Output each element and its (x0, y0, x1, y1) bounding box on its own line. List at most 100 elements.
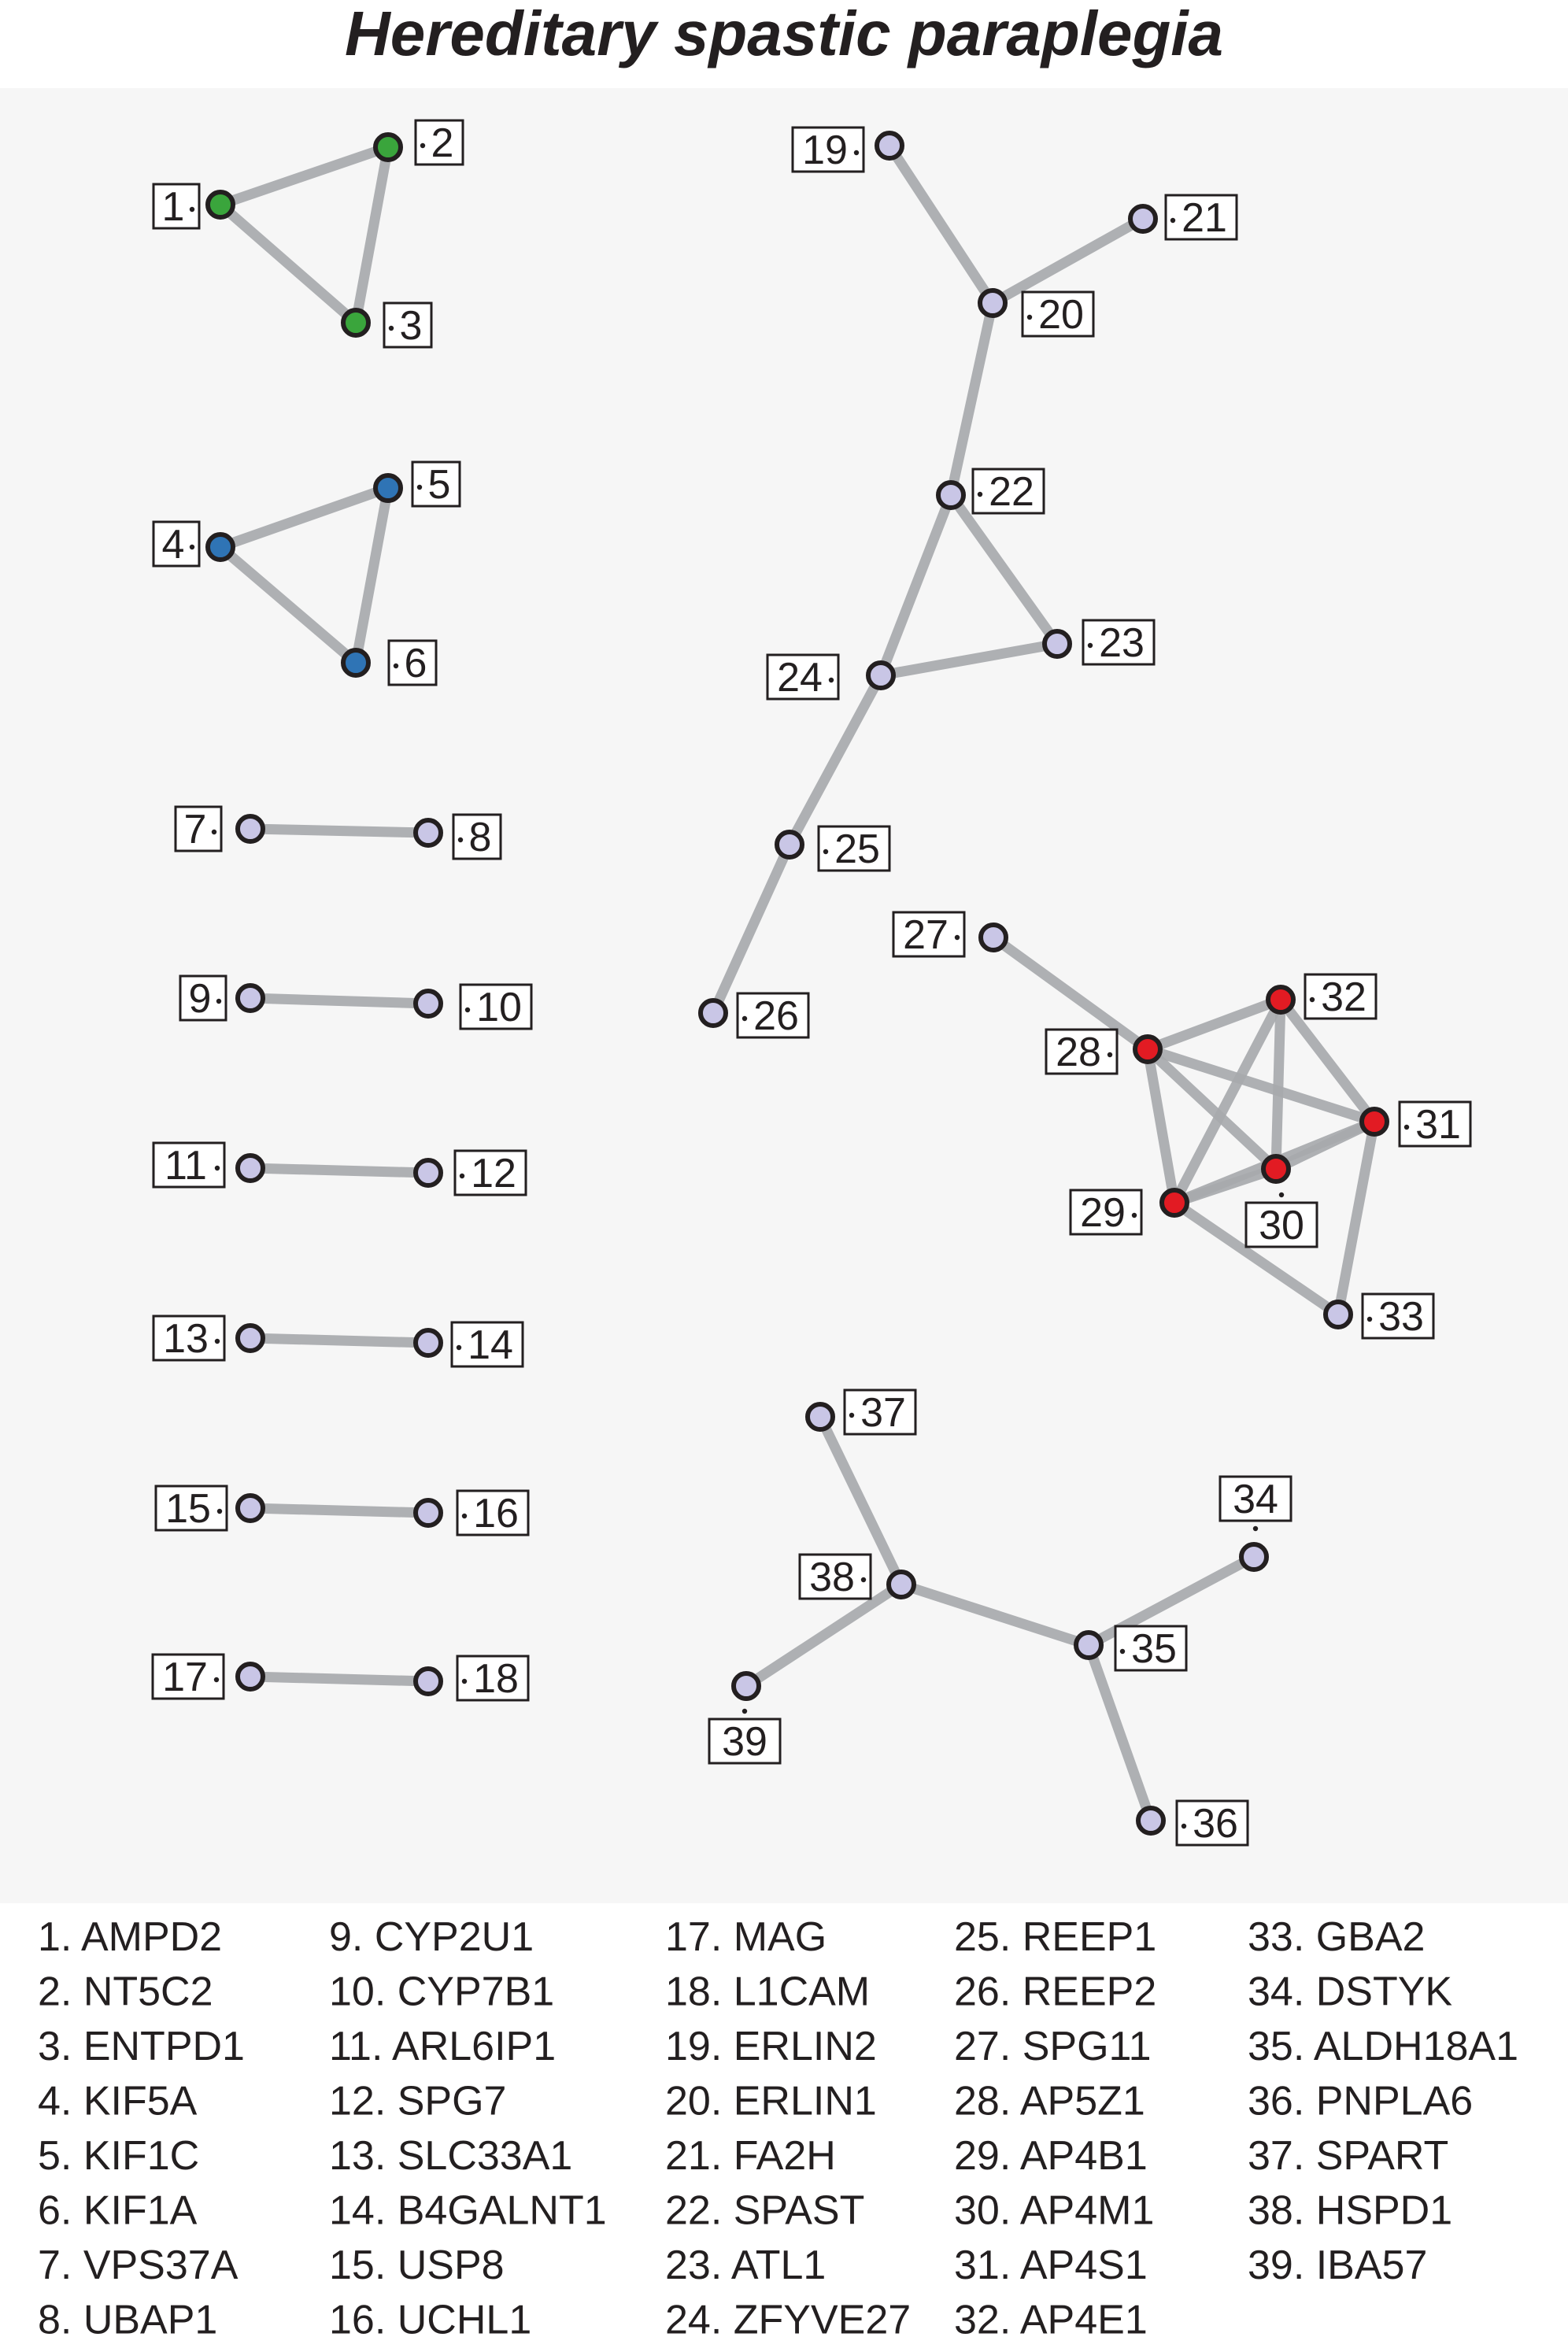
legend-item: 14. B4GALNT1 (329, 2188, 607, 2234)
edge-31-32 (1275, 994, 1380, 1127)
diagram-title: Hereditary spastic paraplegia (345, 0, 1223, 68)
node-label-31: 31 (1398, 1100, 1472, 1148)
label-number: 29 (1080, 1190, 1126, 1236)
label-box (411, 460, 461, 508)
node-label-12: 12 (453, 1149, 527, 1196)
legend-item: 8. UBAP1 (38, 2298, 217, 2343)
legend-item: 26. REEP2 (954, 1969, 1156, 2015)
edge-1-2 (215, 142, 394, 210)
legend-item: 19. ERLIN2 (665, 2024, 877, 2069)
node-32 (1266, 985, 1296, 1015)
node-6 (341, 648, 371, 678)
edge-30-31 (1270, 1116, 1380, 1174)
label-box (450, 1321, 524, 1368)
label-number: 25 (834, 826, 880, 872)
label-number: 8 (469, 815, 492, 860)
edge-29-32 (1169, 994, 1286, 1208)
edge-38-39 (741, 1579, 907, 1692)
edge-24-25 (784, 670, 886, 850)
label-dot (456, 1344, 462, 1351)
node-label-5: 5 (411, 460, 461, 508)
label-dot (849, 1412, 855, 1418)
label-box (1361, 1292, 1435, 1340)
label-number: 21 (1182, 195, 1227, 241)
legend-item: 25. REEP1 (954, 1914, 1156, 1960)
legend-item: 1. AMPD2 (38, 1914, 222, 1960)
label-number: 34 (1233, 1477, 1278, 1522)
label-dot (1119, 1648, 1126, 1655)
label-box (892, 911, 966, 958)
node-label-10: 10 (459, 983, 533, 1030)
node-29 (1159, 1188, 1189, 1218)
label-number: 37 (860, 1390, 906, 1436)
label-box (1175, 1799, 1249, 1847)
node-18 (413, 1666, 443, 1696)
node-label-14: 14 (450, 1321, 524, 1368)
node-label-17: 17 (151, 1653, 225, 1700)
label-number: 24 (777, 655, 823, 701)
label-dot (216, 998, 222, 1004)
label-number: 9 (189, 976, 212, 1022)
edge-28-30 (1142, 1044, 1281, 1174)
label-box (152, 1141, 226, 1189)
label-box (152, 520, 201, 568)
label-dot (1252, 1525, 1259, 1532)
label-box (1021, 290, 1095, 338)
legend-item: 16. UCHL1 (329, 2298, 531, 2343)
label-dot (464, 1007, 471, 1013)
legend-item: 36. PNPLA6 (1248, 2079, 1473, 2124)
node-24 (866, 660, 896, 690)
label-dot (860, 1577, 867, 1583)
edge-13-14 (245, 1333, 434, 1348)
node-label-33: 33 (1361, 1292, 1435, 1340)
legend-item: 37. SPART (1248, 2133, 1448, 2179)
legend-item: 30. AP4M1 (954, 2188, 1154, 2234)
node-label-11: 11 (152, 1141, 226, 1189)
label-box (174, 805, 223, 852)
node-label-32: 32 (1304, 973, 1378, 1020)
label-number: 13 (163, 1316, 209, 1362)
label-box (1219, 1475, 1292, 1522)
label-number: 16 (473, 1491, 519, 1536)
label-box (1398, 1100, 1472, 1148)
node-label-39: 39 (708, 1708, 782, 1765)
node-1 (205, 190, 235, 220)
node-27 (978, 923, 1008, 952)
node-label-9: 9 (179, 974, 227, 1022)
label-dot (1170, 217, 1176, 224)
node-label-8: 8 (452, 813, 502, 860)
node-label-20: 20 (1021, 290, 1095, 338)
legend-item: 35. ALDH18A1 (1248, 2024, 1518, 2069)
node-label-36: 36 (1175, 1799, 1249, 1847)
node-35 (1074, 1630, 1104, 1660)
node-label-22: 22 (971, 468, 1045, 515)
legend-item: 32. AP4E1 (954, 2298, 1148, 2343)
legend-item: 7. VPS37A (38, 2243, 239, 2288)
label-dot (853, 150, 860, 156)
label-number: 11 (165, 1143, 207, 1189)
edge-11-12 (245, 1163, 434, 1178)
label-box (798, 1553, 872, 1600)
legend-item: 31. AP4S1 (954, 2243, 1148, 2288)
node-20 (978, 288, 1008, 318)
node-label-30: 30 (1244, 1192, 1318, 1248)
edge-17-18 (245, 1671, 434, 1687)
node-30 (1261, 1154, 1291, 1184)
node-11 (235, 1153, 265, 1183)
node-10 (413, 989, 443, 1019)
node-label-16: 16 (456, 1489, 530, 1536)
node-17 (235, 1662, 265, 1692)
label-number: 35 (1131, 1626, 1177, 1672)
label-box (453, 1149, 527, 1196)
edge-20-21 (987, 213, 1148, 309)
label-dot (189, 544, 195, 550)
label-number: 31 (1415, 1102, 1461, 1148)
node-label-25: 25 (817, 825, 891, 872)
label-dot (211, 829, 217, 835)
label-dot (1026, 314, 1033, 320)
node-25 (775, 830, 804, 860)
label-number: 15 (165, 1486, 211, 1532)
legend-item: 24. ZFYVE27 (665, 2298, 911, 2343)
node-label-18: 18 (456, 1655, 530, 1702)
label-dot (1181, 1823, 1187, 1829)
